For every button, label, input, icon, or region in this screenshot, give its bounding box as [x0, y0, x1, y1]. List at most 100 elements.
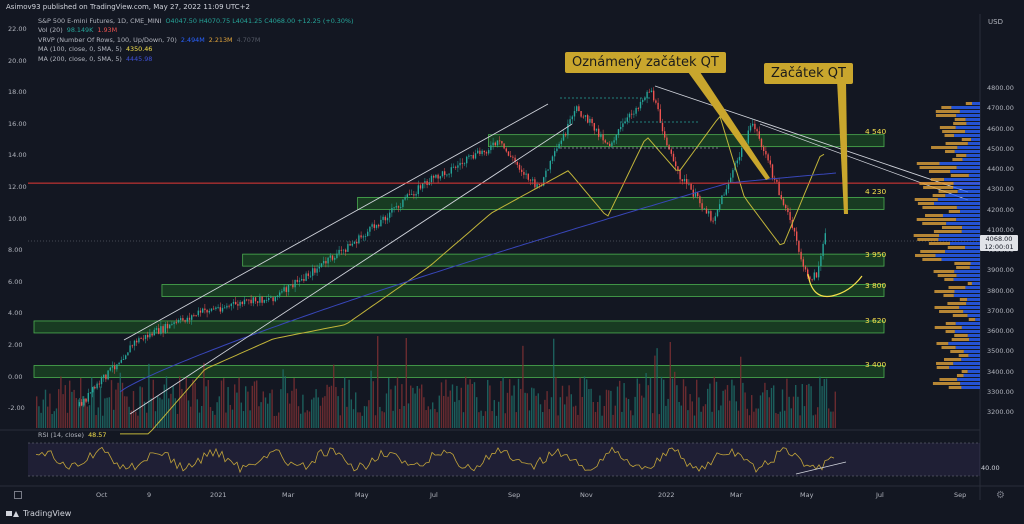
candle-body [800, 251, 802, 260]
volume-bar [137, 415, 139, 428]
legend-vol-name: Vol (20) [38, 26, 63, 35]
volume-bar [528, 410, 531, 428]
volume-bar [689, 394, 691, 428]
vrvp-bar-down [925, 214, 943, 217]
volume-bar [126, 396, 128, 428]
rsi-line [35, 446, 835, 474]
volume-bar [612, 414, 614, 428]
candle-body [274, 297, 276, 302]
vrvp-bar-down [942, 130, 966, 133]
volume-bar [623, 383, 625, 428]
candle-body [329, 255, 331, 258]
volume-bar [821, 386, 823, 428]
candle-body [487, 150, 490, 154]
volume-bar [495, 415, 498, 428]
candle-body [388, 212, 391, 218]
candle-body [206, 309, 208, 313]
volume-bar [84, 397, 86, 428]
candle-body [525, 173, 527, 175]
vrvp-bar-up [975, 318, 980, 321]
candle-body [276, 295, 279, 298]
volume-bar [47, 406, 49, 428]
candle-body [309, 275, 312, 277]
volume-bar [128, 406, 130, 428]
volume-bar [55, 408, 58, 428]
bar-countdown: 12:00:01 [984, 243, 1014, 251]
volume-bar [421, 384, 423, 428]
volume-bar [148, 363, 150, 428]
vrvp-bar-down [932, 382, 961, 385]
volume-bar [828, 408, 830, 428]
candle-body [492, 142, 494, 146]
vrvp-bar-down [952, 314, 968, 317]
candle-body [507, 151, 510, 156]
vrvp-bar-up [968, 354, 980, 357]
volume-bar [693, 415, 696, 428]
candle-body [569, 119, 571, 124]
candle-body [248, 299, 250, 301]
candle-body [129, 345, 131, 353]
volume-bar [751, 395, 753, 428]
volume-bar [588, 389, 590, 428]
candle-body [558, 143, 560, 149]
volume-bar [513, 385, 515, 428]
tradingview-logo-icon [6, 509, 20, 518]
candle-body [648, 91, 650, 93]
volume-bar [614, 405, 616, 428]
volume-bar [97, 407, 99, 428]
candle-body [349, 244, 351, 246]
vrvp-bar-down [945, 142, 968, 145]
volume-bar [797, 396, 799, 428]
vrvp-bar-down [934, 290, 955, 293]
candle-body [219, 307, 221, 312]
vrvp-bar-up [954, 150, 980, 153]
time-axis-tick: May [800, 491, 814, 499]
candle-body [738, 156, 741, 161]
volume-bar [381, 411, 383, 428]
candle-body [714, 216, 716, 221]
candle-body [168, 324, 171, 329]
candle-body [560, 140, 562, 144]
candle-body [672, 153, 675, 162]
candle-body [804, 266, 807, 270]
candle-body [723, 194, 725, 196]
left-axis-tick: 8.00 [8, 246, 23, 255]
callout-announced-pointer [688, 72, 770, 180]
vrvp-bar-up [965, 286, 980, 289]
candle-body [705, 208, 708, 214]
candle-body [100, 377, 103, 385]
candle-body [83, 398, 85, 406]
volume-bar [53, 411, 55, 428]
volume-bar [40, 412, 42, 428]
volume-bar [564, 404, 566, 428]
volume-bar [234, 384, 236, 428]
volume-bar [311, 399, 313, 428]
legend-ma200-name: MA (200, close, 0, SMA, 5) [38, 54, 122, 63]
volume-bar [711, 411, 713, 428]
candle-body [443, 171, 446, 175]
candle-body [437, 174, 439, 179]
candle-body [505, 148, 507, 152]
candle-body [573, 111, 576, 117]
time-axis-tick: Oct [96, 491, 108, 499]
vrvp-bar-down [947, 246, 966, 249]
candle-body [259, 296, 261, 303]
volume-bar [150, 398, 152, 428]
vrvp-bar-up [955, 126, 980, 129]
candle-body [175, 322, 177, 324]
volume-bar [172, 385, 174, 428]
candle-body [496, 140, 499, 146]
left-axis-tick: 2.00 [8, 341, 23, 349]
volume-bar [601, 415, 603, 428]
candle-body [459, 162, 461, 166]
candle-body [813, 272, 815, 280]
candle-body [353, 241, 356, 244]
screenshot-icon[interactable] [14, 491, 22, 499]
volume-bar [216, 402, 218, 428]
volume-bar [207, 379, 209, 428]
volume-bar [434, 408, 436, 428]
volume-bar [161, 399, 163, 428]
gear-icon[interactable]: ⚙ [996, 490, 1005, 501]
left-axis-tick: -2.00 [8, 404, 25, 413]
